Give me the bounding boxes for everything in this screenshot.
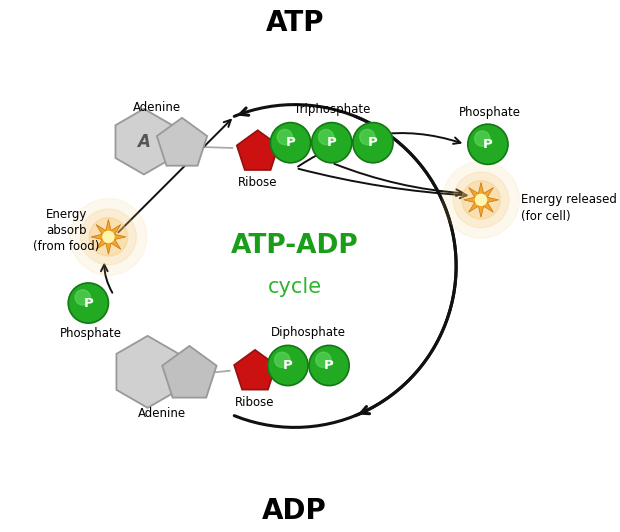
Circle shape: [268, 345, 308, 386]
Text: Ribose: Ribose: [235, 395, 275, 409]
Circle shape: [319, 129, 334, 145]
Circle shape: [462, 181, 500, 219]
Polygon shape: [464, 182, 498, 217]
Circle shape: [453, 172, 509, 228]
Circle shape: [81, 209, 136, 265]
Polygon shape: [91, 219, 126, 254]
Circle shape: [353, 122, 393, 163]
Text: Diphosphate: Diphosphate: [271, 326, 346, 339]
Text: P: P: [324, 359, 334, 372]
Text: Adenine: Adenine: [133, 101, 181, 114]
Circle shape: [277, 129, 293, 145]
Circle shape: [475, 131, 490, 146]
Circle shape: [309, 345, 349, 386]
Text: A: A: [138, 132, 150, 151]
Circle shape: [316, 352, 331, 368]
Text: Adenine: Adenine: [138, 406, 187, 420]
Text: Phosphate: Phosphate: [458, 106, 520, 119]
Text: P: P: [327, 136, 337, 149]
Polygon shape: [117, 336, 179, 408]
Text: P: P: [84, 296, 93, 310]
Text: ATP-ADP: ATP-ADP: [231, 233, 358, 259]
Polygon shape: [162, 346, 216, 397]
Circle shape: [89, 218, 128, 256]
Polygon shape: [115, 109, 172, 174]
Text: ADP: ADP: [262, 496, 327, 525]
Circle shape: [103, 231, 114, 243]
Circle shape: [476, 194, 487, 205]
Text: P: P: [368, 136, 378, 149]
Circle shape: [360, 129, 375, 145]
Text: cycle: cycle: [268, 277, 322, 297]
Circle shape: [467, 124, 508, 164]
Polygon shape: [157, 118, 207, 165]
Text: Energy
absorb
(from food): Energy absorb (from food): [33, 207, 99, 253]
Polygon shape: [234, 350, 276, 389]
Text: ATP: ATP: [265, 9, 324, 37]
Text: Triphosphate: Triphosphate: [293, 103, 370, 116]
Circle shape: [70, 198, 147, 276]
Text: P: P: [483, 138, 493, 151]
Circle shape: [270, 122, 311, 163]
Circle shape: [68, 283, 108, 323]
Text: Energy released
(for cell): Energy released (for cell): [521, 193, 616, 223]
Text: P: P: [283, 359, 293, 372]
Text: P: P: [286, 136, 295, 149]
Text: Phosphate: Phosphate: [60, 327, 122, 340]
Polygon shape: [237, 130, 278, 170]
Circle shape: [275, 352, 290, 368]
Circle shape: [443, 161, 520, 238]
Circle shape: [75, 290, 91, 305]
Circle shape: [312, 122, 352, 163]
Text: Ribose: Ribose: [238, 176, 277, 189]
